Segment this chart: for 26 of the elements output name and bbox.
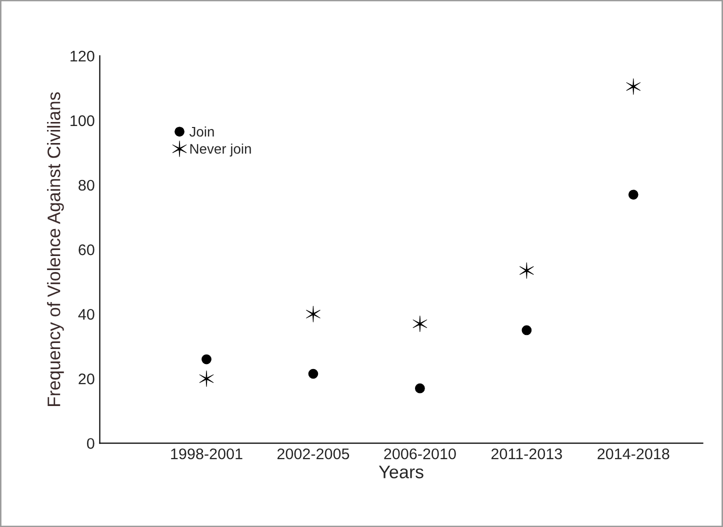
- y-tick-label: 0: [87, 438, 94, 449]
- point: [199, 370, 214, 387]
- point: [306, 306, 320, 322]
- y-tick-label: 100: [70, 115, 94, 126]
- legend-label: Never join: [190, 144, 251, 157]
- x-tick-label: 1998-2001: [171, 448, 242, 460]
- y-tick-label: 40: [78, 308, 94, 320]
- y-tick-label: 20: [78, 374, 94, 384]
- point: [522, 325, 532, 336]
- x-axis-title: Years: [378, 466, 424, 478]
- y-tick-label: 60: [78, 244, 94, 256]
- x-tick-label: 2006-2010: [384, 448, 456, 460]
- point: [626, 78, 641, 95]
- point: [202, 354, 212, 364]
- y-tick-label: 80: [78, 180, 94, 191]
- x-tick-label: 2014-2018: [598, 448, 670, 460]
- legend-label: Join: [189, 126, 214, 137]
- point: [415, 383, 425, 394]
- point: [520, 262, 534, 279]
- point: [308, 368, 318, 379]
- x-tick-label: 2011-2013: [491, 448, 562, 460]
- point: [412, 316, 428, 332]
- y-tick-label: 120: [70, 50, 94, 62]
- y-axis-title: Frequency of Violence Against Civilians: [47, 92, 64, 406]
- point: [628, 190, 638, 200]
- x-tick-label: 2002-2005: [277, 448, 350, 460]
